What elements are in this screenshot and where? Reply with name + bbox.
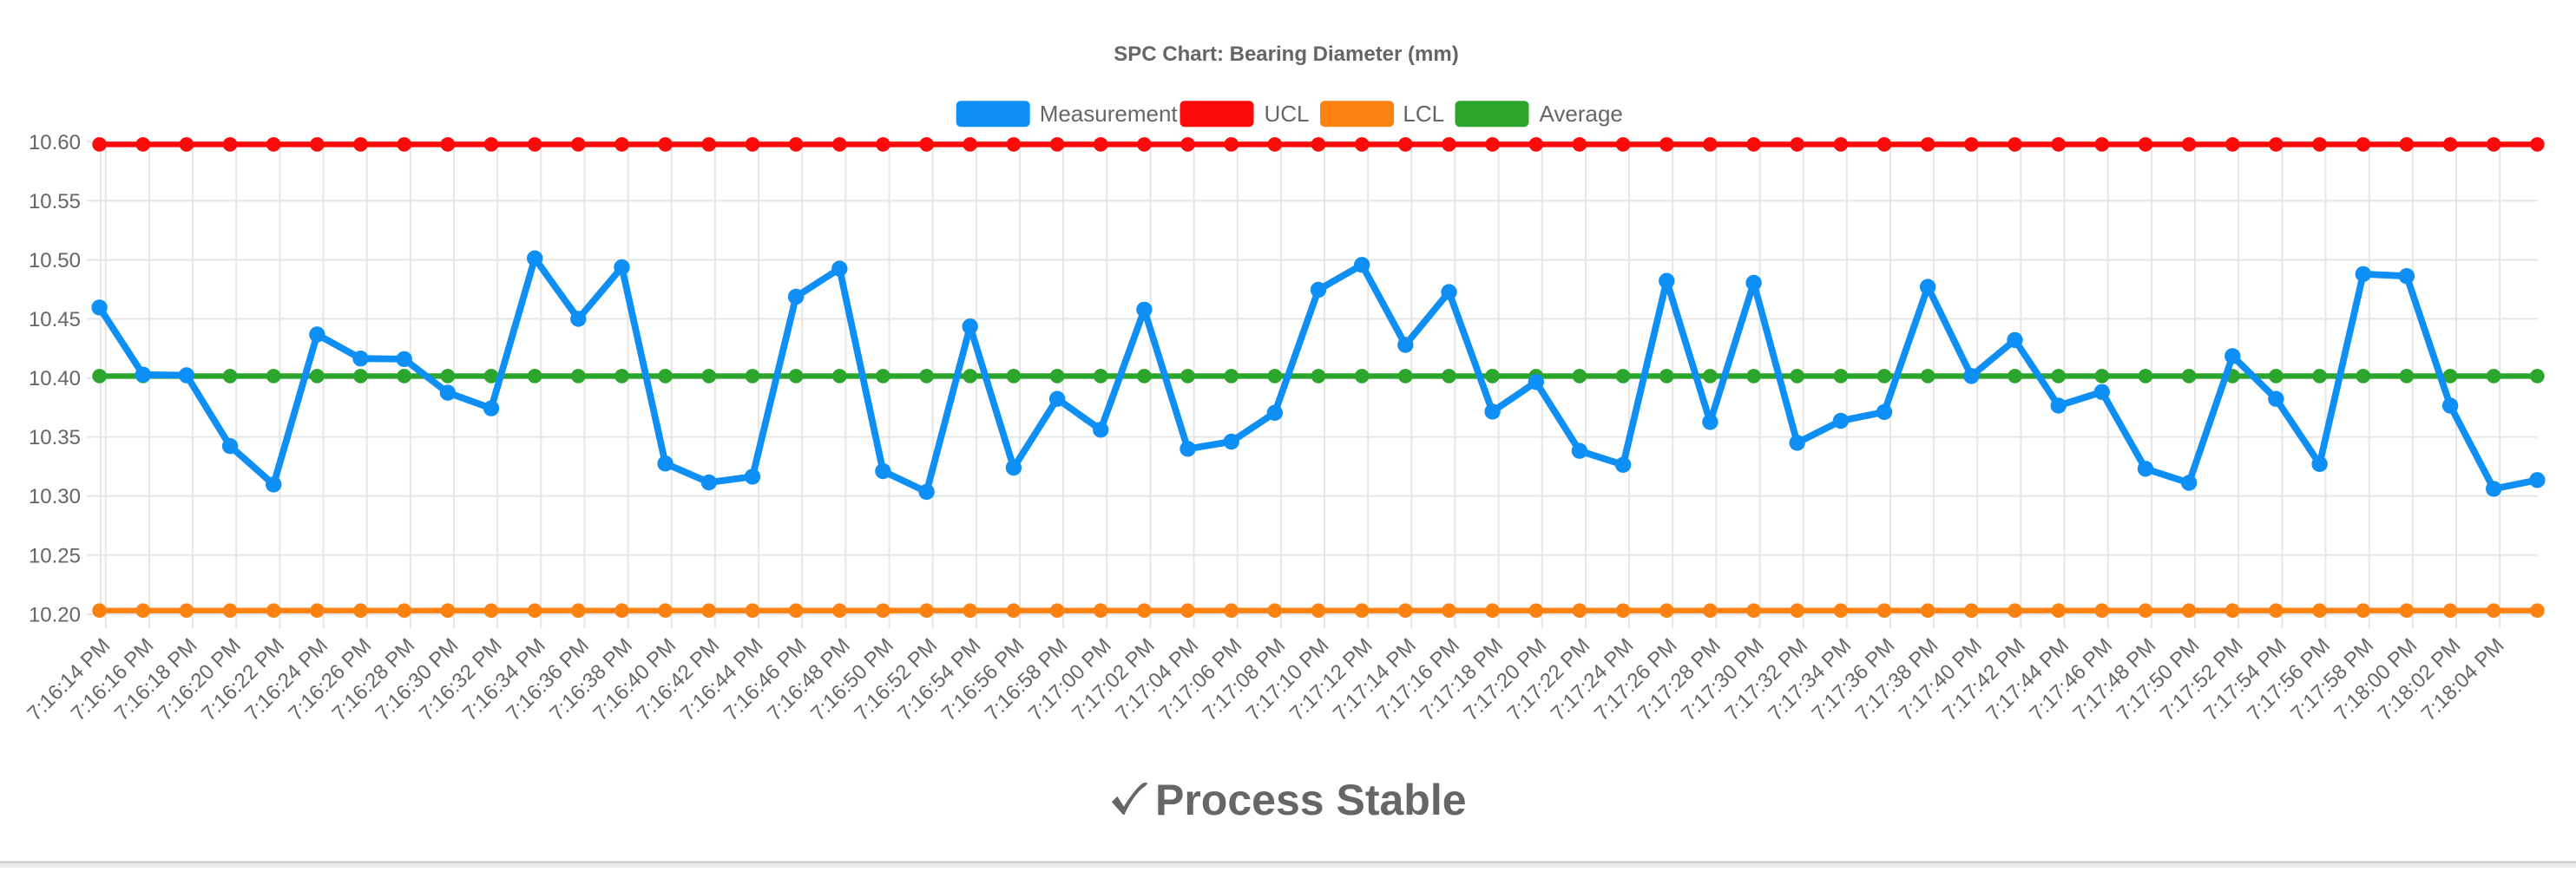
- svg-text:Measurement: Measurement: [1040, 101, 1179, 127]
- svg-text:10.35: 10.35: [29, 426, 81, 449]
- svg-text:10.25: 10.25: [29, 544, 81, 567]
- svg-text:10.55: 10.55: [29, 190, 81, 213]
- svg-text:10.50: 10.50: [29, 249, 81, 272]
- svg-text:10.45: 10.45: [29, 308, 81, 331]
- svg-text:LCL: LCL: [1403, 101, 1444, 127]
- svg-text:10.60: 10.60: [29, 131, 81, 154]
- svg-text:10.30: 10.30: [29, 485, 81, 508]
- svg-text:Process Stable: Process Stable: [1155, 776, 1467, 824]
- svg-text:Average: Average: [1540, 101, 1623, 127]
- svg-text:10.40: 10.40: [29, 367, 81, 390]
- svg-text:10.20: 10.20: [29, 603, 81, 626]
- svg-text:UCL: UCL: [1265, 101, 1310, 127]
- svg-text:SPC Chart: Bearing Diameter (m: SPC Chart: Bearing Diameter (mm): [1114, 43, 1458, 66]
